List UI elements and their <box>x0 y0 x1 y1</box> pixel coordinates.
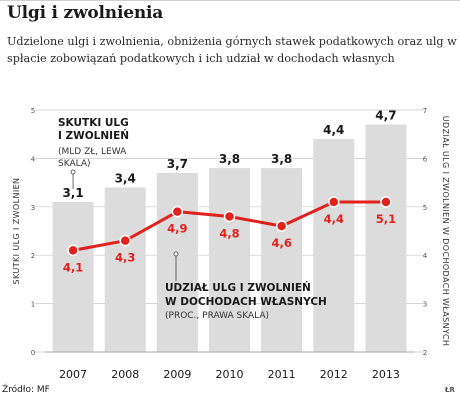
bar <box>52 201 94 352</box>
right-tick-label: 6 <box>423 155 428 163</box>
right-tick-label: 5 <box>423 204 427 212</box>
x-tick-label: 2013 <box>372 368 400 381</box>
bar-value-label: 3,7 <box>167 157 188 171</box>
line-value-label: 4,6 <box>271 236 291 250</box>
bar <box>156 172 198 352</box>
bar-value-label: 4,4 <box>323 123 344 137</box>
top-rule <box>0 0 460 1</box>
right-axis-title: UDZIAŁ ULG I ZWOLNIEŃ W DOCHODACH WŁASNY… <box>441 116 452 347</box>
bar <box>365 124 407 353</box>
line-point <box>119 234 131 247</box>
line-point <box>171 205 184 218</box>
bar <box>261 168 303 352</box>
left-tick-label: 3 <box>31 204 35 212</box>
line-series-unit-note: (PROC., PRAWA SKALA) <box>165 311 269 321</box>
annotation-leader-dot <box>173 251 179 257</box>
bar-series-unit-note: (MLD ZŁ, LEWA <box>58 147 127 157</box>
line-value-label: 4,4 <box>324 212 344 226</box>
bar-value-label: 3,8 <box>219 152 240 166</box>
x-tick-label: 2007 <box>59 368 87 381</box>
source-note: Źródło: MF <box>2 385 50 395</box>
right-tick-label: 4 <box>423 252 428 260</box>
bar-value-label: 4,7 <box>375 109 396 123</box>
line-point <box>67 244 79 257</box>
bar <box>104 187 146 352</box>
bar <box>209 168 250 352</box>
line-point <box>380 196 392 208</box>
line-point <box>275 220 288 232</box>
bar-series-unit-note: SKALA) <box>58 159 91 169</box>
line-value-label: 4,8 <box>219 226 239 240</box>
left-tick-label: 1 <box>31 301 35 309</box>
bar-value-label: 3,4 <box>115 171 136 185</box>
bar-value-label: 3,8 <box>271 152 292 166</box>
right-tick-label: 3 <box>423 301 427 309</box>
x-tick-label: 2008 <box>111 368 139 381</box>
right-tick-label: 7 <box>423 107 427 115</box>
chart-title: Ulgi i zwolnienia <box>7 3 164 23</box>
left-tick-label: 2 <box>31 252 35 260</box>
left-tick-label: 0 <box>31 349 35 357</box>
left-tick-label: 4 <box>31 155 36 163</box>
line-value-label: 4,3 <box>115 251 135 265</box>
line-point <box>328 196 340 208</box>
line-value-label: 4,1 <box>63 260 83 274</box>
annotation-leader-dot <box>70 169 76 175</box>
left-axis-title: SKUTKI ULG I ZWOLNIEŃ <box>10 178 21 285</box>
line-series-annotation: UDZIAŁ ULG I ZWOLNIEŃ <box>165 281 311 294</box>
x-tick-label: 2011 <box>268 368 296 381</box>
x-tick-label: 2010 <box>216 368 244 381</box>
bar-value-label: 3,1 <box>62 186 83 200</box>
line-value-label: 4,9 <box>167 222 187 236</box>
bar <box>313 139 355 352</box>
chart-subtitle: Udzielone ulgi i zwolnienia, obniżenia g… <box>7 35 457 65</box>
line-series-annotation: W DOCHODACH WŁASNYCH <box>165 296 327 308</box>
line-point <box>223 210 236 223</box>
bar-series-annotation: SKUTKI ULG <box>58 117 129 129</box>
line-value-label: 5,1 <box>376 212 396 226</box>
right-tick-label: 2 <box>423 349 427 357</box>
bar-series-annotation: I ZWOLNIEŃ <box>58 129 129 142</box>
author-credit: ŁR <box>445 386 455 394</box>
left-tick-label: 5 <box>31 107 35 115</box>
x-tick-label: 2012 <box>320 368 348 381</box>
x-tick-label: 2009 <box>163 368 191 381</box>
